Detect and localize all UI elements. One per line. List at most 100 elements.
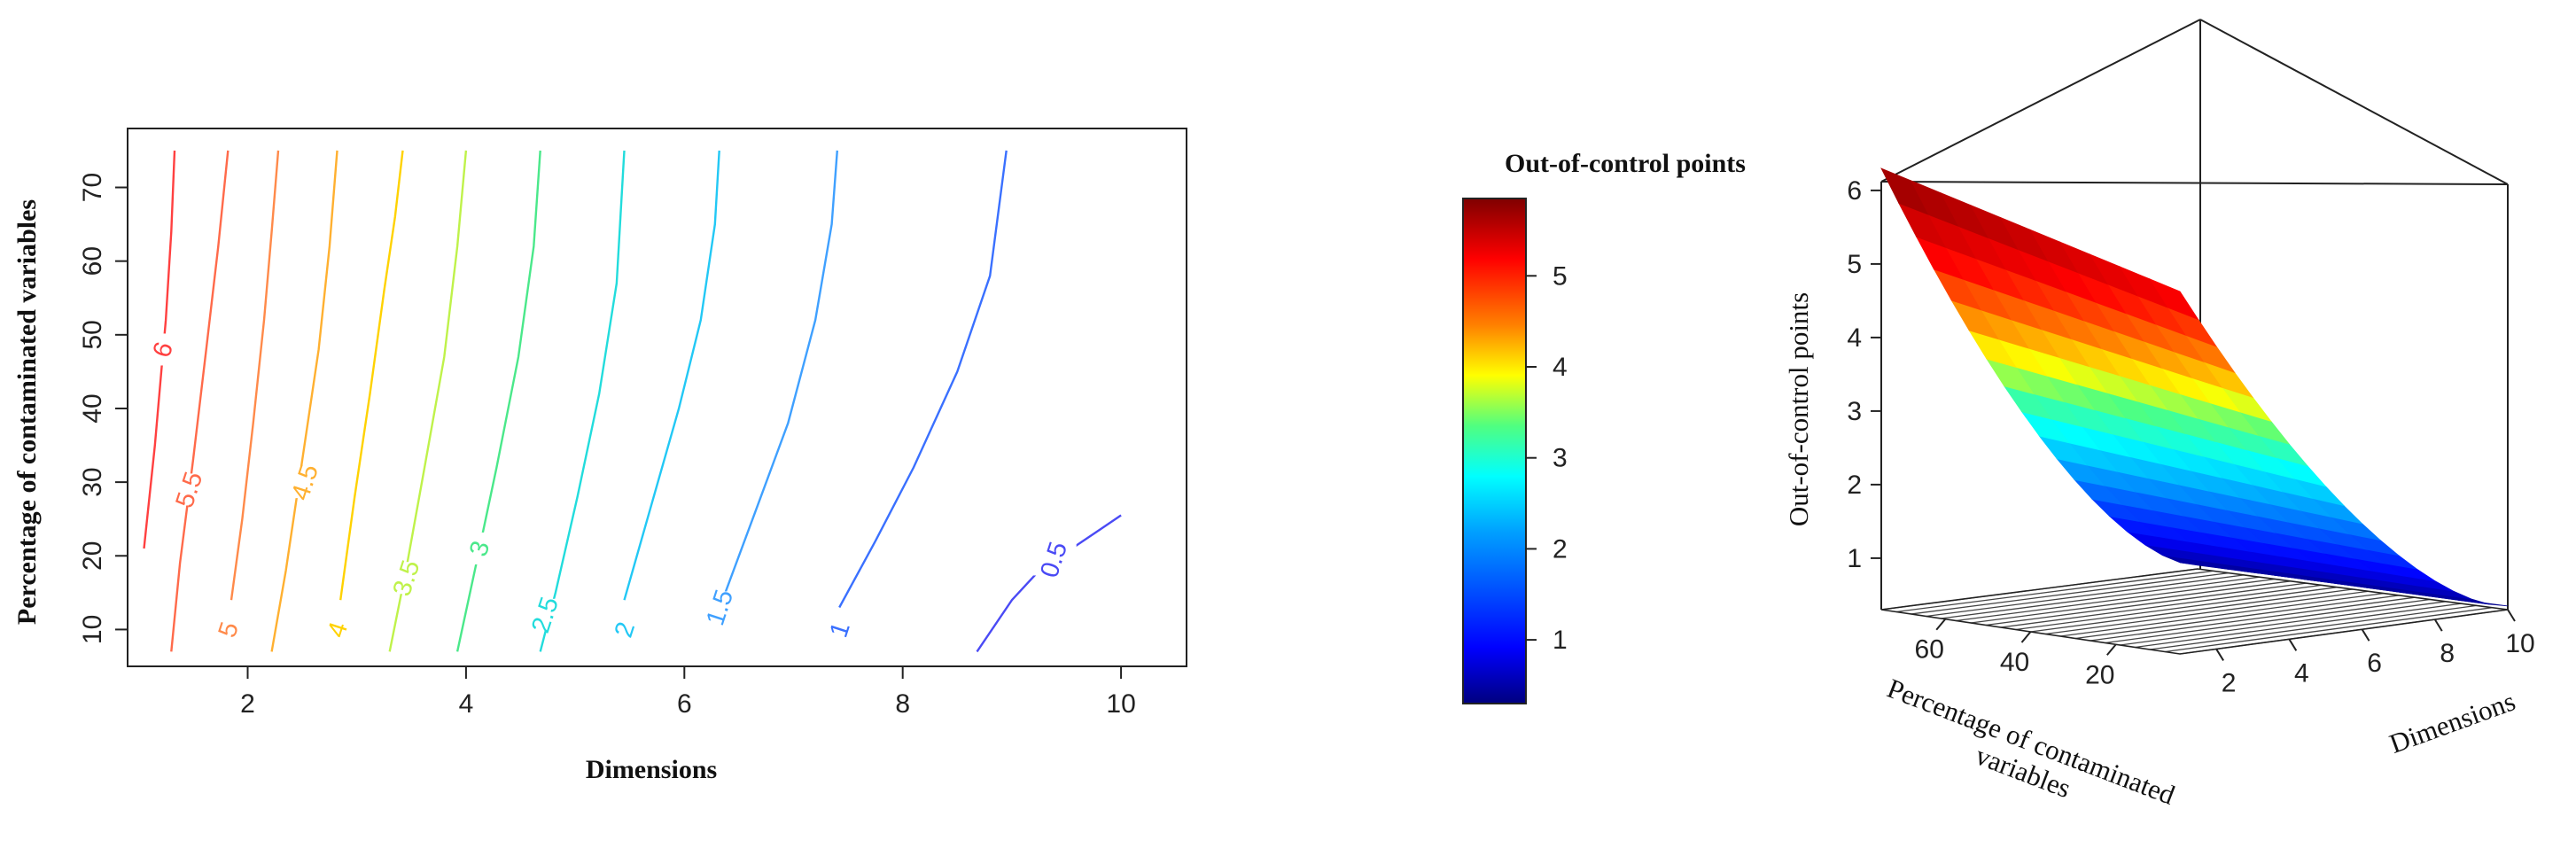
colorbar-tick-label: 3: [1553, 444, 1568, 473]
x-tick-label: 10: [1106, 689, 1135, 719]
contour-line-1: [838, 150, 1008, 609]
y-tick-label: 40: [78, 393, 107, 423]
contour-line-2-5: [539, 150, 626, 652]
y-tick-label: 10: [78, 615, 107, 644]
contour-labels: 65.554.543.532.5 21.510.5: [139, 333, 1077, 646]
surface-plot: 1 2 3 4 5 6 20 40 60 2 4 6 8 10 Out-of-control poin…: [1783, 19, 2535, 843]
surface-x-axis: 2 4 6 8 10: [2215, 609, 2535, 697]
floor-outline: [1880, 568, 2509, 655]
y-tick: [2106, 643, 2117, 656]
y-tick-label: 60: [1915, 635, 1944, 665]
floor-mesh-line: [2000, 584, 2323, 628]
z-tick-label: 2: [1847, 471, 1862, 500]
floor-mesh-line: [1956, 578, 2276, 622]
contour-label-backdrop: [165, 473, 212, 506]
floor-mesh-line: [2135, 603, 2462, 649]
contour-line-4-5: [270, 150, 339, 652]
contour-line-5-5: [170, 150, 230, 652]
surface-patch: [2149, 278, 2199, 321]
contour-line-3: [455, 150, 541, 652]
floor-mesh-line: [1911, 572, 2230, 615]
y-tick-label: 60: [78, 246, 107, 276]
contour-label-backdrop: [281, 466, 328, 499]
surface-z-axis-title: Out-of-control points: [1783, 292, 1814, 526]
floor-mesh-line: [2165, 607, 2493, 653]
floor-mesh-line: [2074, 595, 2400, 640]
y-tick-label: 20: [2085, 660, 2114, 689]
contour-label-backdrop: [205, 613, 252, 646]
box-edge: [2199, 19, 2509, 185]
floor-mesh-line: [2030, 588, 2354, 633]
floor-mesh-line: [2090, 596, 2416, 642]
x-tick-label: 4: [459, 689, 474, 719]
surface-x-axis-title: Dimensions: [2385, 685, 2519, 759]
x-tick-label: 2: [2222, 668, 2237, 697]
floor-mesh-line: [1941, 576, 2261, 619]
x-tick-label: 10: [2505, 629, 2534, 658]
y-tick-label: 70: [78, 173, 107, 202]
floor-mesh-line: [1985, 582, 2307, 626]
colorbar-title: Out-of-control points: [1505, 149, 1746, 178]
surface-y-axis-title: Percentage of contaminated variables: [1872, 673, 2186, 843]
floor-mesh-line: [1895, 570, 2214, 613]
surface-z-axis: 1 2 3 4 5 6: [1847, 176, 1881, 573]
contour-line-4: [339, 150, 404, 601]
contour-plot: 65.554.543.532.5 21.510.5 2 4 6 8 10 10 20 30 40…: [12, 128, 1187, 784]
box-edge: [1880, 19, 2201, 183]
z-tick-label: 6: [1847, 176, 1862, 206]
z-tick-label: 5: [1847, 250, 1862, 279]
colorbar-ticks: 1 2 3 4 5: [1526, 261, 1568, 655]
x-tick-label: 6: [2367, 649, 2382, 678]
contour-line-0-5: [976, 514, 1122, 653]
contour-x-axis: 2 4 6 8 10: [240, 666, 1136, 719]
floor-mesh-line: [2120, 601, 2447, 646]
contour-label-backdrop: [1030, 543, 1077, 576]
contour-y-axis-title: Percentage of contaminated variables: [12, 199, 42, 625]
y-tick: [2020, 631, 2032, 643]
contour-line-1-5: [721, 150, 838, 601]
y-tick-label: 30: [78, 467, 107, 496]
contour-label-backdrop: [314, 613, 361, 646]
contour-x-axis-title: Dimensions: [586, 755, 717, 784]
contour-label-backdrop: [383, 562, 430, 595]
x-tick-label: 8: [895, 689, 910, 719]
z-tick-label: 1: [1847, 544, 1862, 573]
contour-y-axis: 10 20 30 40 50 60 70: [78, 173, 128, 644]
box-edge: [1880, 181, 2509, 185]
floor-mesh-line: [2015, 587, 2338, 631]
contour-label-backdrop: [139, 333, 186, 366]
x-tick-label: 6: [677, 689, 692, 719]
colorbar-tick-label: 4: [1553, 353, 1568, 382]
colorbar-tick-label: 5: [1553, 261, 1568, 291]
contour-label-backdrop: [696, 591, 743, 624]
floor-mesh-line: [2060, 592, 2385, 637]
colorbar-tick-label: 1: [1553, 626, 1568, 655]
floor-mesh-line: [1971, 580, 2292, 624]
contour-label-backdrop: [455, 532, 502, 564]
colorbar: Out-of-control points 1 2 3 4 5: [1462, 149, 1746, 704]
colorbar-gradient: [1462, 198, 1527, 704]
surface: [1880, 167, 2509, 607]
x-tick: [2361, 628, 2370, 642]
x-tick: [2433, 618, 2443, 632]
floor-mesh-line: [2150, 604, 2478, 650]
x-tick: [2215, 648, 2224, 661]
contour-plot-frame: [127, 128, 1187, 667]
y-tick-label: 50: [78, 320, 107, 349]
floor-mesh-line: [1926, 574, 2245, 618]
contour-line-2: [623, 150, 720, 601]
floor-mesh-line: [2045, 590, 2369, 635]
contour-line-6: [143, 150, 176, 549]
x-tick-label: 8: [2440, 639, 2455, 668]
x-tick: [2507, 609, 2516, 622]
y-tick: [1935, 618, 1946, 631]
colorbar-tick-label: 2: [1553, 534, 1568, 564]
y-tick-label: 20: [78, 541, 107, 571]
contour-label-backdrop: [816, 613, 863, 646]
contour-line-5: [230, 150, 280, 601]
floor-mesh-line: [2105, 598, 2431, 644]
x-tick-label: 2: [240, 689, 255, 719]
contour-label-backdrop: [521, 598, 568, 631]
y-tick-label: 40: [2000, 648, 2029, 677]
